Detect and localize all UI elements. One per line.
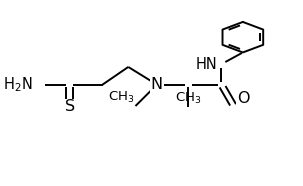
Text: S: S	[65, 100, 75, 114]
Text: N: N	[151, 77, 163, 92]
Text: O: O	[237, 91, 250, 106]
Text: CH$_3$: CH$_3$	[108, 90, 134, 105]
Text: HN: HN	[195, 57, 217, 72]
Text: CH$_3$: CH$_3$	[175, 91, 202, 106]
Text: H$_2$N: H$_2$N	[3, 75, 32, 94]
